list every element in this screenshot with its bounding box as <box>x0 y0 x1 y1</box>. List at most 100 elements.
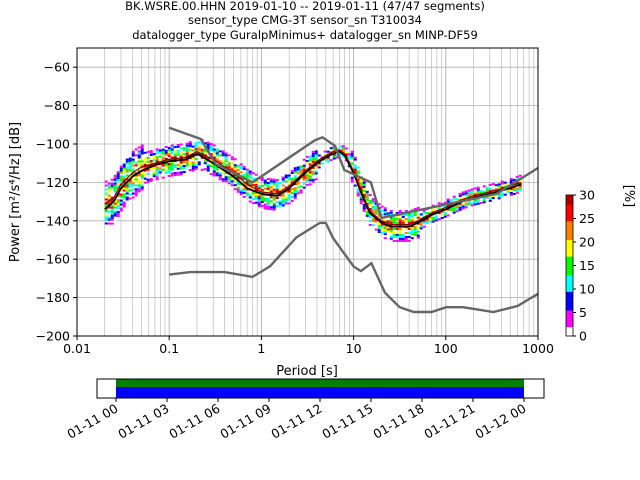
psd-cell <box>215 168 219 171</box>
psd-cell <box>206 143 210 146</box>
psd-cell <box>287 174 291 177</box>
psd-cell <box>311 148 315 151</box>
psd-cell <box>155 148 159 151</box>
psd-cell <box>107 184 111 187</box>
psd-cell <box>410 219 414 222</box>
psd-cell <box>452 205 456 208</box>
psd-cell <box>185 148 189 151</box>
psd-cell <box>302 156 306 159</box>
colorbar-segment <box>566 289 573 292</box>
psd-cell <box>470 190 474 193</box>
psd-cell <box>113 214 117 217</box>
psd-cell <box>185 162 189 165</box>
psd-cell <box>296 172 300 175</box>
psd-cell <box>134 180 138 183</box>
psd-cell <box>341 155 345 158</box>
psd-cell <box>266 185 270 188</box>
psd-cell <box>131 160 135 163</box>
psd-cell <box>500 194 504 197</box>
psd-cell <box>353 158 357 161</box>
psd-cell <box>407 207 411 210</box>
psd-cell <box>149 161 153 164</box>
psd-cell <box>272 184 276 187</box>
psd-cell <box>188 141 192 144</box>
psd-cell <box>491 183 495 186</box>
psd-cell <box>269 176 273 179</box>
psd-cell <box>353 166 357 169</box>
psd-cell <box>308 155 312 158</box>
psd-cell <box>446 208 450 211</box>
psd-cell <box>341 145 345 148</box>
psd-cell <box>359 202 363 205</box>
psd-cell <box>218 172 222 175</box>
psd-cell <box>290 178 294 181</box>
x-tick-label: 0.01 <box>63 341 91 356</box>
psd-cell <box>107 190 111 193</box>
psd-cell <box>353 156 357 159</box>
psd-cell <box>287 176 291 179</box>
psd-cell <box>260 200 264 203</box>
psd-cell <box>140 174 144 177</box>
psd-cell <box>476 198 480 201</box>
psd-cell <box>209 145 213 148</box>
psd-cell <box>326 158 330 161</box>
psd-cell <box>350 180 354 183</box>
psd-cell <box>479 193 483 196</box>
psd-cell <box>239 171 243 174</box>
psd-cell <box>362 191 366 194</box>
psd-cell <box>356 188 360 191</box>
psd-cell <box>464 196 468 199</box>
colorbar-segment <box>566 234 573 238</box>
psd-cell <box>167 165 171 168</box>
colorbar-segment <box>566 263 573 266</box>
psd-cell <box>509 187 513 190</box>
psd-cell <box>203 162 207 165</box>
psd-cell <box>359 194 363 197</box>
psd-cell <box>167 175 171 178</box>
psd-cell <box>107 206 111 209</box>
psd-cell <box>350 152 354 155</box>
psd-cell <box>320 162 324 165</box>
psd-cell <box>422 219 426 222</box>
psd-cell <box>518 174 522 177</box>
psd-cell <box>302 168 306 171</box>
psd-cell <box>488 187 492 190</box>
psd-cell <box>500 198 504 201</box>
psd-cell <box>137 182 141 185</box>
colorbar-tick-label: 0 <box>579 329 587 344</box>
psd-cell <box>350 150 354 153</box>
psd-cell <box>404 219 408 222</box>
psd-cell <box>365 210 369 213</box>
colorbar-segment <box>566 230 573 234</box>
psd-cell <box>392 227 396 230</box>
psd-cell <box>383 229 387 232</box>
psd-cell <box>296 166 300 169</box>
psd-cell <box>401 235 405 238</box>
psd-cell <box>296 188 300 191</box>
psd-cell <box>134 188 138 191</box>
psd-cell <box>488 195 492 198</box>
timeline-tick-label: 01-11 00 <box>64 401 120 442</box>
psd-cell <box>392 217 396 220</box>
psd-cell <box>377 221 381 224</box>
psd-cell <box>194 142 198 145</box>
psd-cell <box>158 169 162 172</box>
psd-cell <box>299 185 303 188</box>
psd-cell <box>110 204 114 207</box>
psd-cell <box>278 176 282 179</box>
psd-cell <box>155 174 159 177</box>
psd-cell <box>179 147 183 150</box>
psd-cell <box>257 205 261 208</box>
psd-cell <box>107 210 111 213</box>
psd-cell <box>368 191 372 194</box>
psd-cell <box>161 176 165 179</box>
psd-cell <box>470 206 474 209</box>
psd-cell <box>164 163 168 166</box>
psd-cell <box>269 208 273 211</box>
psd-cell <box>215 166 219 169</box>
psd-cell <box>380 225 384 228</box>
psd-cell <box>128 169 132 172</box>
psd-cell <box>245 172 249 175</box>
psd-cell <box>137 158 141 161</box>
psd-cell <box>464 202 468 205</box>
